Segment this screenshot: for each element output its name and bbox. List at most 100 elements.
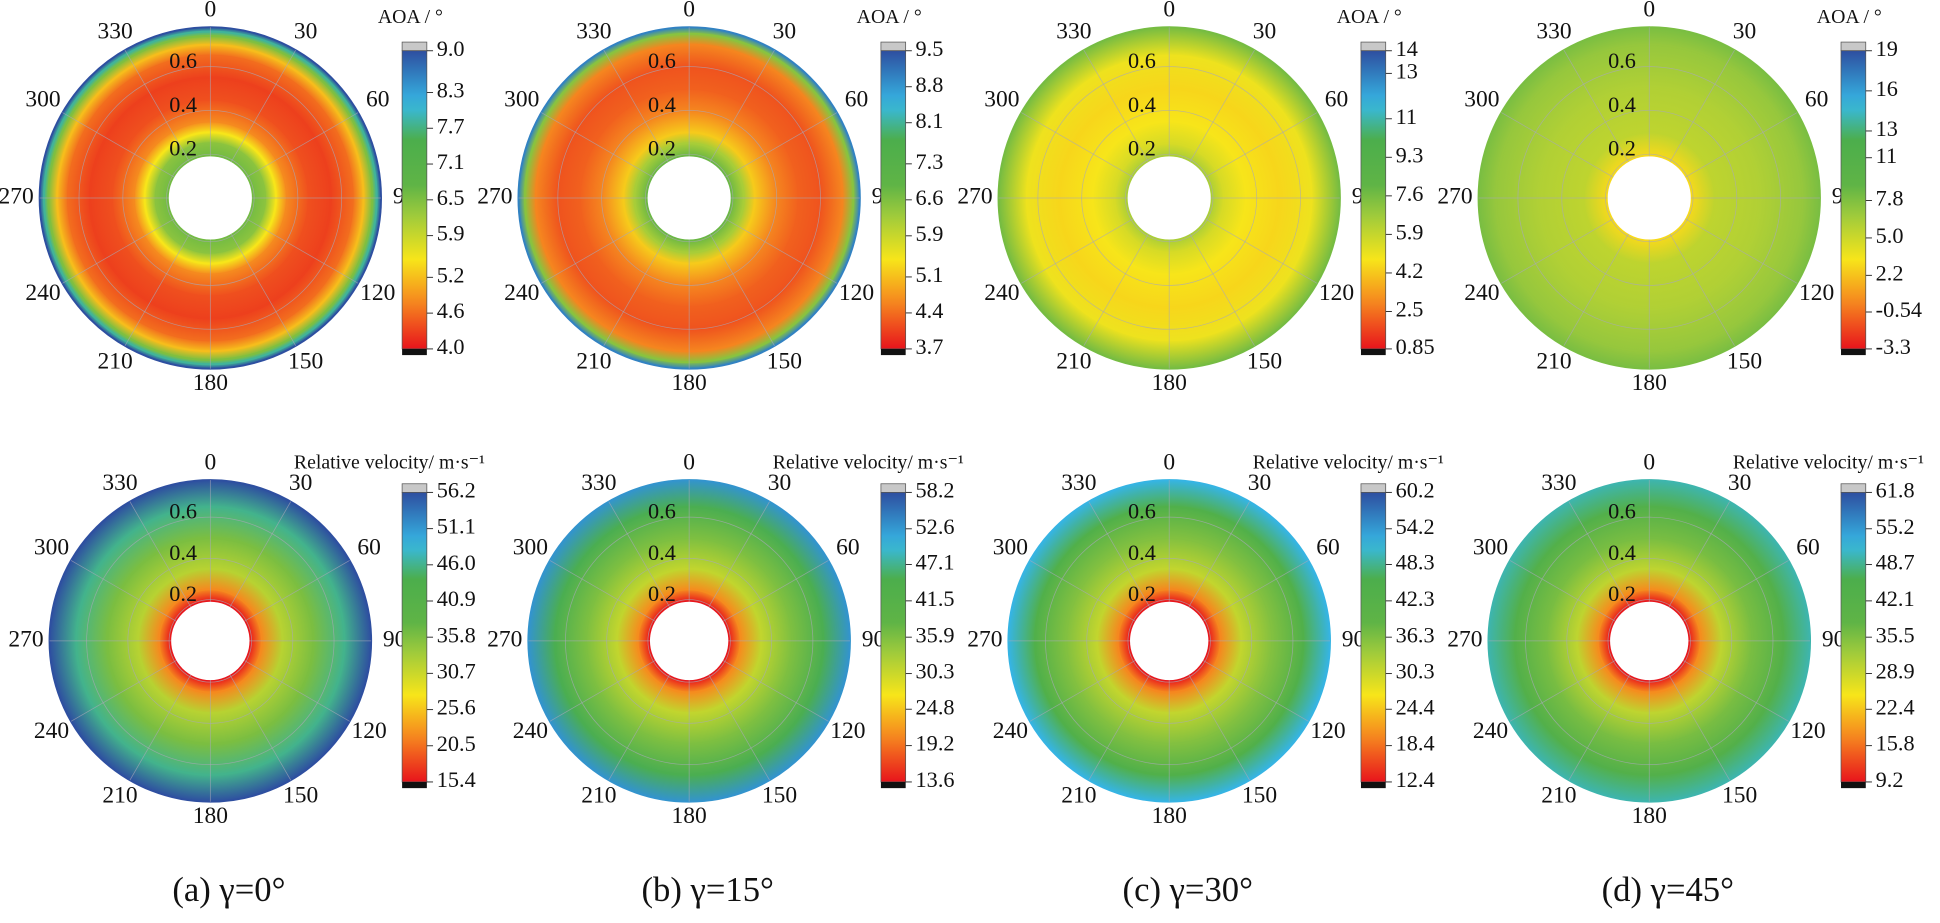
theta-tick-label: 240 bbox=[1473, 718, 1508, 744]
grid-spoke bbox=[608, 674, 670, 781]
grid-spoke bbox=[230, 49, 297, 163]
r-tick-label: 0.4 bbox=[1128, 92, 1156, 117]
grid-spoke bbox=[1685, 112, 1798, 178]
grid-spoke bbox=[608, 501, 670, 608]
colorbar-tick-label: 4.6 bbox=[437, 298, 465, 323]
theta-tick-label: 0 bbox=[1643, 449, 1655, 475]
colorbar-title: AOA / ° bbox=[1337, 6, 1402, 28]
theta-tick-label: 60 bbox=[836, 535, 860, 561]
colorbar-tick-label: 5.9 bbox=[1396, 220, 1424, 245]
colorbar-tick-label: 5.1 bbox=[916, 262, 944, 287]
colorbar-tick-label: 47.1 bbox=[916, 550, 955, 575]
colorbar-tick-label: 35.8 bbox=[437, 622, 476, 647]
colorbar-cap bbox=[880, 781, 906, 789]
colorbar-tick-label: 9.3 bbox=[1396, 142, 1424, 167]
colorbar-tick-label: 4.2 bbox=[1396, 258, 1424, 283]
theta-tick-label: 0 bbox=[1163, 0, 1175, 23]
theta-tick-label: 180 bbox=[1152, 370, 1187, 396]
colorbar-tick-label: 46.0 bbox=[437, 550, 476, 575]
grid-spoke bbox=[244, 560, 350, 622]
colorbar-tick-label: 40.9 bbox=[437, 586, 476, 611]
theta-tick-label: 150 bbox=[1242, 783, 1277, 809]
r-tick-label: 0.6 bbox=[1608, 48, 1636, 73]
colorbar-tick-label: 12.4 bbox=[1396, 767, 1435, 792]
grid-spoke bbox=[1501, 112, 1614, 178]
colorbar-tick-label: 7.8 bbox=[1876, 186, 1904, 211]
grid-spoke bbox=[1083, 49, 1149, 163]
colorbar-tick-label: 9.0 bbox=[437, 36, 465, 61]
theta-tick-label: 300 bbox=[984, 87, 1019, 113]
theta-tick-label: 210 bbox=[1056, 348, 1091, 374]
theta-tick-label: 120 bbox=[1790, 718, 1825, 744]
grid-spoke bbox=[724, 218, 838, 284]
theta-tick-label: 300 bbox=[993, 535, 1028, 561]
colorbar-cap bbox=[1360, 41, 1387, 52]
grid-spoke bbox=[1685, 218, 1798, 284]
colorbar-tick-label: 7.6 bbox=[1396, 181, 1424, 206]
colorbar-tick-label: 16 bbox=[1876, 76, 1898, 101]
colorbar-cap bbox=[401, 41, 428, 52]
r-tick-label: 0.6 bbox=[1608, 499, 1636, 524]
theta-tick-label: 270 bbox=[487, 626, 522, 652]
theta-tick-label: 240 bbox=[513, 718, 548, 744]
colorbar-tick-label: 0.85 bbox=[1396, 334, 1435, 359]
grid-spoke bbox=[722, 560, 829, 622]
grid-spoke bbox=[1088, 501, 1150, 608]
theta-tick-label: 300 bbox=[1464, 87, 1499, 113]
colorbar-title: Relative velocity/ m·s⁻¹ bbox=[294, 452, 485, 474]
colorbar-tick-label: 18.4 bbox=[1396, 731, 1435, 756]
r-tick-label: 0.6 bbox=[1128, 48, 1156, 73]
colorbar-tick-label: 24.4 bbox=[1396, 694, 1435, 719]
theta-tick-label: 210 bbox=[97, 348, 132, 374]
r-tick-label: 0.6 bbox=[1128, 499, 1156, 524]
grid-spoke bbox=[541, 218, 654, 284]
colorbar-tick-label: 19 bbox=[1876, 36, 1898, 61]
theta-tick-label: 210 bbox=[576, 348, 611, 374]
grid-spoke bbox=[603, 233, 669, 347]
r-tick-label: 0.6 bbox=[169, 48, 197, 73]
colorbar-tick-label: 8.8 bbox=[916, 72, 944, 97]
colorbar-tick-label: 5.9 bbox=[916, 221, 944, 246]
theta-tick-label: 180 bbox=[193, 803, 228, 829]
grid-spoke bbox=[1682, 560, 1789, 622]
colorbar-tick-label: 9.2 bbox=[1876, 767, 1904, 792]
colorbar-tick-label: 28.9 bbox=[1876, 659, 1915, 684]
grid-spoke bbox=[709, 233, 775, 347]
grid-spoke bbox=[541, 112, 654, 178]
r-tick-label: 0.2 bbox=[169, 136, 197, 161]
colorbar-title: AOA / ° bbox=[1817, 6, 1882, 28]
theta-tick-label: 60 bbox=[366, 87, 390, 113]
r-tick-label: 0.4 bbox=[1608, 540, 1636, 565]
grid-spoke bbox=[1568, 501, 1630, 608]
colorbar-tick-label: 8.1 bbox=[916, 108, 944, 133]
colorbar-tick-label: 7.7 bbox=[437, 113, 465, 138]
theta-tick-label: 90 bbox=[1342, 626, 1365, 652]
colorbar-tick-label: 35.5 bbox=[1876, 622, 1915, 647]
theta-tick-label: 150 bbox=[762, 783, 797, 809]
hub bbox=[1127, 156, 1211, 240]
theta-tick-label: 150 bbox=[767, 348, 802, 374]
theta-tick-label: 300 bbox=[513, 535, 548, 561]
r-tick-label: 0.2 bbox=[648, 136, 676, 161]
theta-tick-label: 90 bbox=[862, 626, 886, 652]
grid-spoke bbox=[1668, 674, 1730, 781]
theta-tick-label: 120 bbox=[1319, 280, 1354, 306]
grid-spoke bbox=[1188, 674, 1250, 781]
colorbar-title: Relative velocity/ m·s⁻¹ bbox=[1733, 452, 1924, 474]
r-tick-label: 0.2 bbox=[1128, 136, 1156, 161]
colorbar-tick-label: 30.3 bbox=[916, 659, 955, 684]
theta-tick-label: 330 bbox=[1061, 470, 1096, 496]
theta-tick-label: 210 bbox=[1541, 783, 1576, 809]
theta-tick-label: 240 bbox=[993, 718, 1028, 744]
theta-tick-label: 300 bbox=[25, 87, 60, 113]
grid-spoke bbox=[1668, 501, 1730, 608]
grid-spoke bbox=[62, 218, 175, 284]
colorbar bbox=[401, 492, 428, 783]
colorbar-cap bbox=[1841, 781, 1866, 789]
theta-tick-label: 0 bbox=[683, 0, 695, 23]
colorbar-title: AOA / ° bbox=[378, 6, 443, 28]
colorbar-tick-label: 6.6 bbox=[916, 185, 944, 210]
hub bbox=[1130, 601, 1209, 681]
hub bbox=[1610, 601, 1689, 681]
grid-spoke bbox=[1202, 560, 1309, 622]
